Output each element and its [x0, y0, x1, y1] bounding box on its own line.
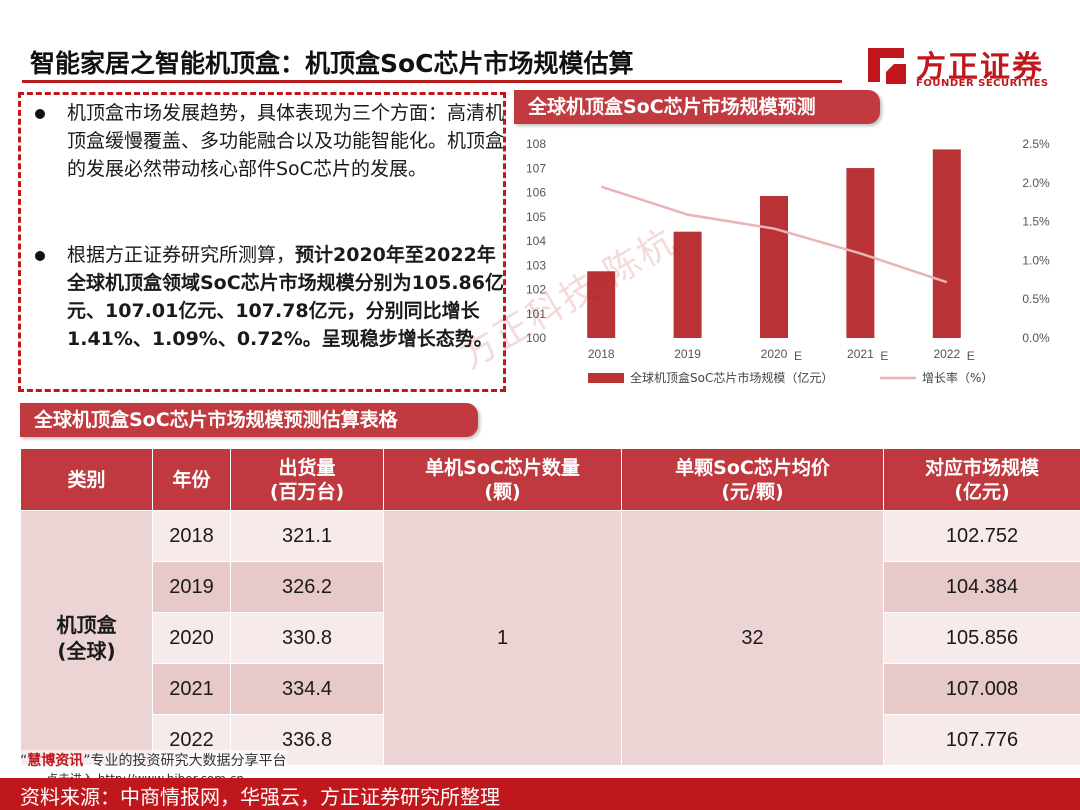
shipment-cell: 330.8	[230, 612, 384, 664]
hibor-note: “慧博资讯”专业的投资研究大数据分享平台	[20, 750, 287, 770]
table-header-row: 类别 年份 出货量 (百万台) 单机SoC芯片数量 (颗) 单颗SoC芯片均价 (元/…	[20, 448, 1080, 511]
header-year: 年份	[152, 448, 231, 511]
bar-market-size	[932, 149, 961, 338]
y-left-tick-label: 104	[526, 234, 546, 248]
hibor-note-text: 专业的投资研究大数据分享平台	[90, 753, 287, 769]
market-size-cell: 107.776	[883, 714, 1080, 766]
category-cell: 机顶盒 (全球)	[20, 510, 153, 766]
header-avg-price: 单颗SoC芯片均价 (元/颗)	[621, 448, 884, 511]
x-tick-label: 2020	[761, 347, 788, 361]
header-category: 类别	[20, 448, 153, 511]
logo-en-text: FOUNDER SECURITIES	[916, 78, 1049, 89]
x-tick-suffix: E	[967, 349, 975, 363]
shipment-cell: 326.2	[230, 561, 384, 613]
table-title-banner: 全球机顶盒SoC芯片市场规模预测估算表格	[20, 403, 478, 437]
bullet-dot-icon	[35, 109, 45, 119]
market-size-cell: 107.008	[883, 663, 1080, 715]
table-row: 2020 330.8 105.856	[21, 612, 1080, 664]
bullet-forecast: 根据方正证券研究所测算，预计2020年至2022年全球机顶盒领域SoC芯片市场规…	[35, 241, 505, 353]
y-right-tick-label: 0.5%	[1022, 292, 1050, 306]
bullet-forecast-text: 根据方正证券研究所测算，预计2020年至2022年全球机顶盒领域SoC芯片市场规…	[35, 241, 505, 353]
market-size-cell: 102.752	[883, 510, 1080, 562]
hibor-brand: 慧博资讯	[27, 753, 84, 769]
header-market-size: 对应市场规模 (亿元)	[883, 448, 1080, 511]
y-left-tick-label: 107	[526, 161, 546, 175]
header-chips-per-unit: 单机SoC芯片数量 (颗)	[383, 448, 622, 511]
bar-market-size	[587, 271, 616, 338]
market-size-cell: 104.384	[883, 561, 1080, 613]
year-cell: 2019	[152, 561, 231, 613]
market-size-chart: 100 101 102 103 104 105 106 107 108 0.0% 0.5% 1.0% 1…	[510, 130, 1070, 400]
y-right-tick-label: 2.5%	[1022, 137, 1050, 151]
bullet-dot-icon	[35, 251, 45, 261]
legend-line-label: 增长率（%）	[922, 370, 993, 385]
y-left-tick-label: 103	[526, 258, 546, 272]
x-tick-suffix: E	[880, 349, 888, 363]
avg-price-cell: 32	[621, 510, 884, 766]
founder-logo: 方正证券 FOUNDER SECURITIES	[864, 42, 1064, 92]
y-left-tick-label: 101	[526, 307, 546, 321]
y-left-tick-label: 100	[526, 331, 546, 345]
year-cell: 2020	[152, 612, 231, 664]
table-row: 2019 326.2 104.384	[21, 561, 1080, 613]
chart-title-banner: 全球机顶盒SoC芯片市场规模预测	[514, 90, 880, 124]
y-left-tick-label: 108	[526, 137, 546, 151]
bullet-forecast-bold: 预计2020年至2022年全球机顶盒领域SoC芯片市场规模分别为105.86亿元…	[67, 244, 505, 350]
y-left-tick-label: 106	[526, 186, 546, 200]
table-row: 机顶盒 (全球) 2018 321.1 1 32 102.752	[20, 510, 1080, 766]
year-cell: 2018	[152, 510, 231, 562]
page-title: 智能家居之智能机顶盒：机顶盒SoC芯片市场规模估算	[30, 49, 634, 78]
market-size-cell: 105.856	[883, 612, 1080, 664]
footer-bar	[0, 778, 1080, 810]
chips-per-unit-cell: 1	[383, 510, 622, 766]
y-left-tick-label: 105	[526, 210, 546, 224]
x-tick-label: 2019	[674, 347, 701, 361]
y-right-tick-label: 1.0%	[1022, 253, 1050, 267]
summary-box: 机顶盒市场发展趋势，具体表现为三个方面：高清机顶盒缓慢覆盖、多功能融合以及功能智…	[18, 92, 506, 392]
table-row: 2021 334.4 107.008	[21, 663, 1080, 715]
founder-logo-icon	[868, 48, 906, 84]
x-tick-suffix: E	[794, 349, 802, 363]
title-divider	[22, 80, 842, 83]
logo-cn-text: 方正证券	[916, 50, 1044, 85]
year-cell: 2021	[152, 663, 231, 715]
x-tick-label: 2021	[847, 347, 874, 361]
bar-market-size	[760, 195, 788, 338]
forecast-table: 类别 年份 出货量 (百万台) 单机SoC芯片数量 (颗) 单颗SoC芯片均价 (元/…	[20, 448, 1080, 766]
bar-market-size	[673, 231, 702, 338]
legend-bar-label: 全球机顶盒SoC芯片市场规模（亿元）	[630, 370, 833, 385]
shipment-cell: 321.1	[230, 510, 384, 562]
y-right-tick-label: 2.0%	[1022, 176, 1050, 190]
x-tick-label: 2018	[588, 347, 615, 361]
y-right-tick-label: 0.0%	[1022, 331, 1050, 345]
x-tick-label: 2022	[933, 347, 960, 361]
bullet-trend: 机顶盒市场发展趋势，具体表现为三个方面：高清机顶盒缓慢覆盖、多功能融合以及功能智…	[35, 99, 505, 183]
source-note: 资料来源：中商情报网，华强云，方正证券研究所整理	[20, 785, 500, 809]
y-left-tick-label: 102	[526, 283, 546, 297]
y-right-tick-label: 1.5%	[1022, 215, 1050, 229]
bullet-forecast-plain: 根据方正证券研究所测算，	[67, 244, 296, 266]
header-shipment: 出货量 (百万台)	[230, 448, 384, 511]
legend-bar-swatch	[588, 373, 624, 383]
shipment-cell: 334.4	[230, 663, 384, 715]
market-size-chart-svg: 100 101 102 103 104 105 106 107 108 0.0% 0.5% 1.0% 1…	[526, 137, 1050, 385]
bullet-trend-text: 机顶盒市场发展趋势，具体表现为三个方面：高清机顶盒缓慢覆盖、多功能融合以及功能智…	[67, 102, 505, 180]
